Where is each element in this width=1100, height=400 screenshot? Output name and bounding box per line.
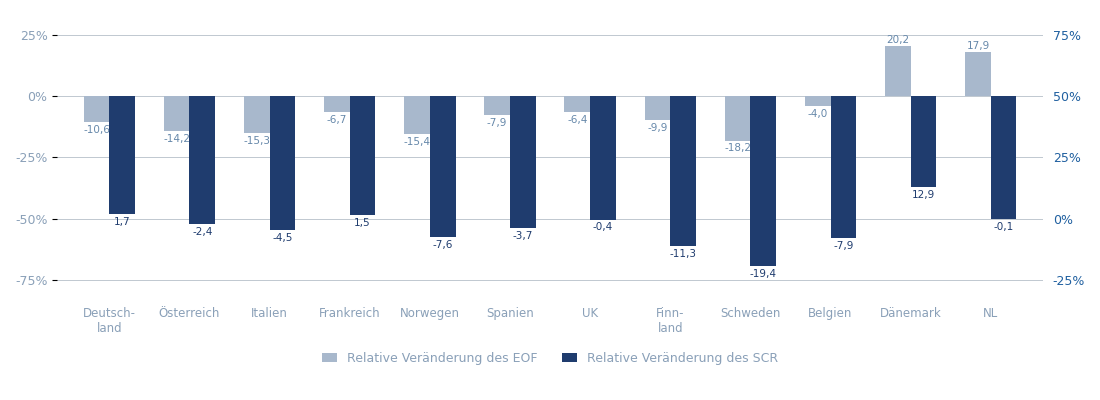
Text: 20,2: 20,2 (887, 35, 910, 45)
Bar (350, 96, 375, 215)
Bar (270, 96, 295, 230)
Bar (590, 96, 616, 220)
Bar (965, 52, 991, 96)
Text: -2,4: -2,4 (192, 227, 212, 237)
Text: -15,3: -15,3 (243, 136, 271, 146)
Text: -7,9: -7,9 (487, 118, 507, 128)
Text: -3,7: -3,7 (513, 230, 534, 240)
Bar (324, 96, 350, 112)
Bar (564, 96, 590, 112)
Text: 12,9: 12,9 (912, 190, 935, 200)
Bar (404, 96, 430, 134)
Bar (750, 96, 776, 266)
Bar (484, 96, 510, 115)
Bar (510, 96, 536, 228)
Bar (911, 96, 936, 187)
Text: 1,7: 1,7 (113, 217, 131, 227)
Bar (84, 96, 109, 122)
Text: -0,4: -0,4 (593, 222, 613, 232)
Text: -9,9: -9,9 (647, 123, 668, 133)
Text: -15,4: -15,4 (404, 137, 430, 147)
Legend: Relative Veränderung des EOF, Relative Veränderung des SCR: Relative Veränderung des EOF, Relative V… (317, 347, 783, 370)
Text: -0,1: -0,1 (993, 222, 1014, 232)
Text: -18,2: -18,2 (724, 144, 751, 154)
Bar (645, 96, 670, 120)
Text: -10,6: -10,6 (84, 125, 110, 135)
Text: -4,5: -4,5 (272, 232, 293, 242)
Text: 17,9: 17,9 (967, 41, 990, 51)
Bar (886, 46, 911, 96)
Text: -7,6: -7,6 (432, 240, 453, 250)
Text: -6,7: -6,7 (327, 115, 348, 125)
Text: -6,4: -6,4 (568, 114, 587, 124)
Bar (670, 96, 696, 246)
Bar (725, 96, 750, 140)
Text: -4,0: -4,0 (807, 109, 828, 119)
Bar (164, 96, 189, 131)
Text: 1,5: 1,5 (354, 218, 371, 228)
Bar (991, 96, 1016, 219)
Bar (244, 96, 270, 134)
Bar (109, 96, 135, 214)
Text: -19,4: -19,4 (750, 269, 777, 279)
Bar (830, 96, 856, 238)
Text: -14,2: -14,2 (163, 134, 190, 144)
Bar (430, 96, 455, 237)
Text: -11,3: -11,3 (670, 249, 696, 259)
Bar (805, 96, 830, 106)
Text: -7,9: -7,9 (833, 241, 854, 251)
Bar (189, 96, 216, 224)
